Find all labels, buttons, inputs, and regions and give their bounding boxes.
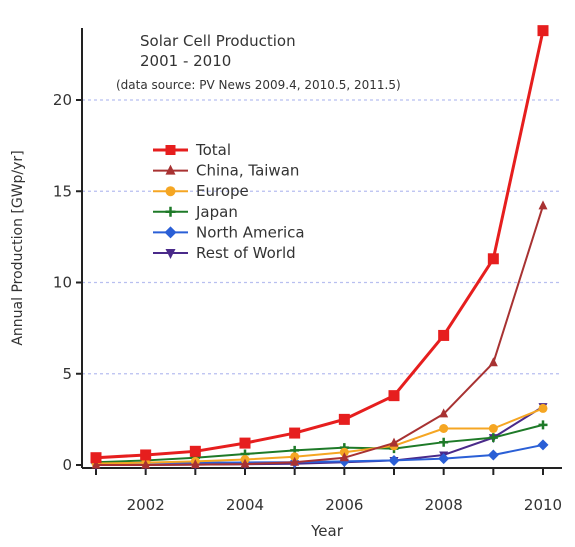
data-point-china-taiwan-2005 — [290, 456, 300, 466]
legend-label-rest-of-world: Rest of World — [196, 244, 296, 262]
data-point-total-2004 — [239, 437, 251, 449]
legend-marker-china-taiwan — [165, 164, 176, 175]
data-point-north-america-2010 — [537, 439, 549, 451]
data-point-total-2005 — [289, 427, 301, 439]
chart-title: Solar Cell Production — [140, 32, 296, 50]
data-point-europe-2009 — [488, 424, 498, 433]
data-point-china-taiwan-2002 — [141, 459, 151, 469]
series-line-europe — [95, 407, 544, 465]
grid-lines — [82, 99, 562, 375]
data-point-total-2003 — [189, 445, 201, 457]
data-point-north-america-2009 — [487, 449, 499, 461]
x-tick-label-2006: 2006 — [325, 496, 363, 514]
legend-marker-japan — [165, 206, 176, 217]
legend-marker-europe — [165, 186, 176, 197]
x-tick-label-2004: 2004 — [226, 496, 264, 514]
data-point-total-2010 — [537, 25, 549, 37]
data-point-total-2009 — [487, 253, 499, 265]
y-tick-label-15: 15 — [53, 182, 72, 200]
data-point-japan-2010 — [538, 420, 548, 430]
legend-marker-total — [165, 145, 176, 155]
data-point-china-taiwan-2006 — [339, 452, 349, 462]
series-line-total — [95, 30, 545, 460]
y-tick-label-10: 10 — [53, 274, 72, 292]
series-europe — [91, 403, 548, 469]
data-point-europe-2010 — [538, 403, 548, 413]
legend-marker-rest-of-world — [165, 249, 176, 259]
data-point-north-america-2008 — [438, 453, 450, 465]
y-axis-label: Annual Production [GWp/yr] — [10, 150, 26, 345]
data-point-total-2006 — [338, 413, 350, 425]
x-tick-label-2002: 2002 — [127, 496, 165, 514]
data-point-china-taiwan-2010 — [538, 200, 548, 210]
series-line-china-taiwan — [96, 205, 544, 466]
x-tick-label-2010: 2010 — [524, 496, 562, 514]
data-point-china-taiwan-2001 — [91, 459, 101, 469]
legend-label-total: Total — [195, 141, 231, 159]
legend-label-china-taiwan: China, Taiwan — [196, 162, 299, 180]
legend-label-japan: Japan — [195, 203, 238, 221]
series-total — [90, 25, 549, 464]
chart-data-source-note: (data source: PV News 2009.4, 2010.5, 20… — [116, 78, 401, 92]
legend-marker-north-america — [164, 226, 177, 239]
series-china-taiwan — [91, 200, 548, 469]
data-point-total-2002 — [140, 449, 152, 461]
y-tick-label-0: 0 — [62, 456, 72, 474]
data-series — [90, 25, 549, 471]
data-point-china-taiwan-2009 — [488, 357, 498, 367]
data-point-total-2001 — [90, 452, 102, 464]
x-axis-label: Year — [310, 522, 344, 540]
data-point-china-taiwan-2007 — [389, 437, 399, 447]
axes — [81, 28, 562, 469]
data-point-japan-2008 — [439, 437, 449, 447]
legend-label-europe: Europe — [196, 182, 249, 200]
data-point-north-america-2007 — [388, 454, 400, 466]
x-ticks: 2002 2004 2006 2008 2010 — [95, 468, 562, 514]
y-tick-label-5: 5 — [62, 365, 72, 383]
data-point-china-taiwan-2003 — [190, 459, 200, 469]
chart-subtitle: 2001 - 2010 — [140, 52, 231, 70]
data-point-europe-2008 — [439, 424, 449, 433]
data-point-japan-2009 — [488, 433, 498, 443]
y-tick-label-20: 20 — [53, 91, 72, 109]
data-point-china-taiwan-2008 — [439, 408, 449, 418]
x-tick-label-2008: 2008 — [425, 496, 463, 514]
legend-label-north-america: North America — [196, 223, 305, 241]
series-line-japan — [95, 423, 544, 464]
data-point-china-taiwan-2004 — [240, 458, 250, 468]
data-point-total-2008 — [438, 329, 450, 341]
data-point-total-2007 — [388, 390, 400, 402]
y-ticks: 0 5 10 15 20 — [53, 91, 82, 474]
legend: Total China, Taiwan Europe Japan North Ameri… — [153, 141, 305, 262]
